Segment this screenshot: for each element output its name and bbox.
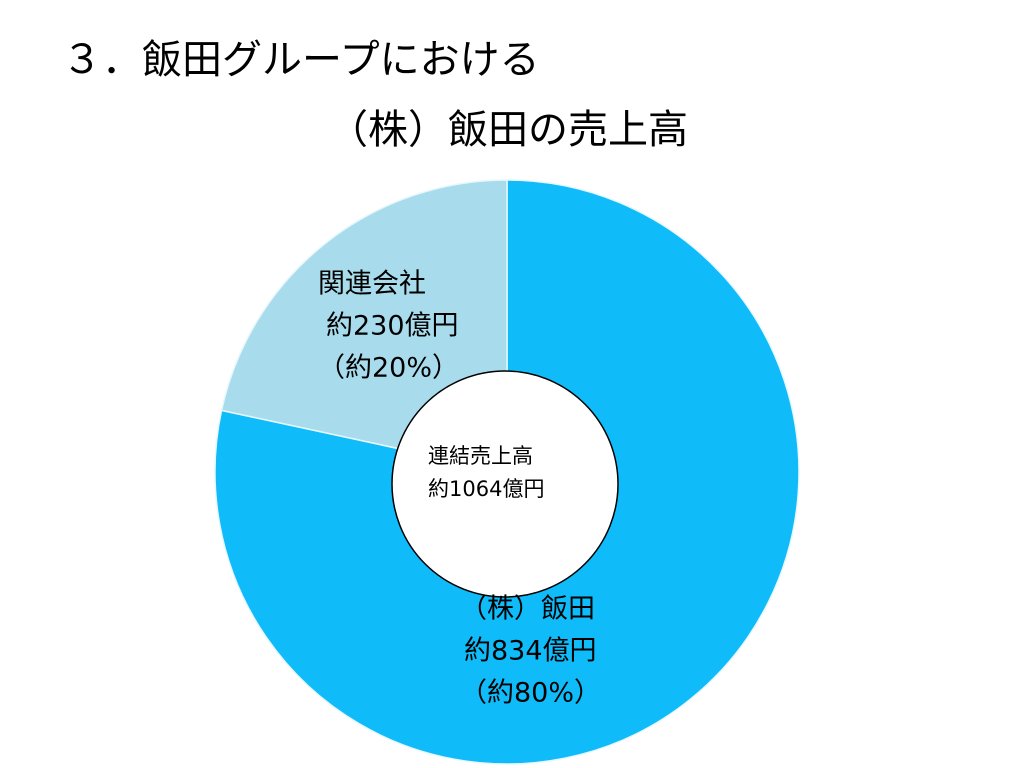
center-label: 約1064億円: [428, 477, 544, 501]
slice-percent-label: （約80%）: [460, 678, 601, 709]
slice-value-label: 約230億円: [326, 311, 459, 342]
title-line: ３．飯田グループにおける: [62, 37, 540, 83]
slice-label: 関連会社: [318, 269, 426, 300]
center-label: 連結売上高: [428, 444, 533, 468]
slice-percent-label: （約20%）: [318, 353, 459, 384]
title-line: （株）飯田の売上高: [328, 107, 688, 153]
slice-label: （株）飯田: [460, 594, 595, 625]
donut-hole: [391, 370, 619, 598]
slice-value-label: 約834億円: [464, 636, 597, 667]
